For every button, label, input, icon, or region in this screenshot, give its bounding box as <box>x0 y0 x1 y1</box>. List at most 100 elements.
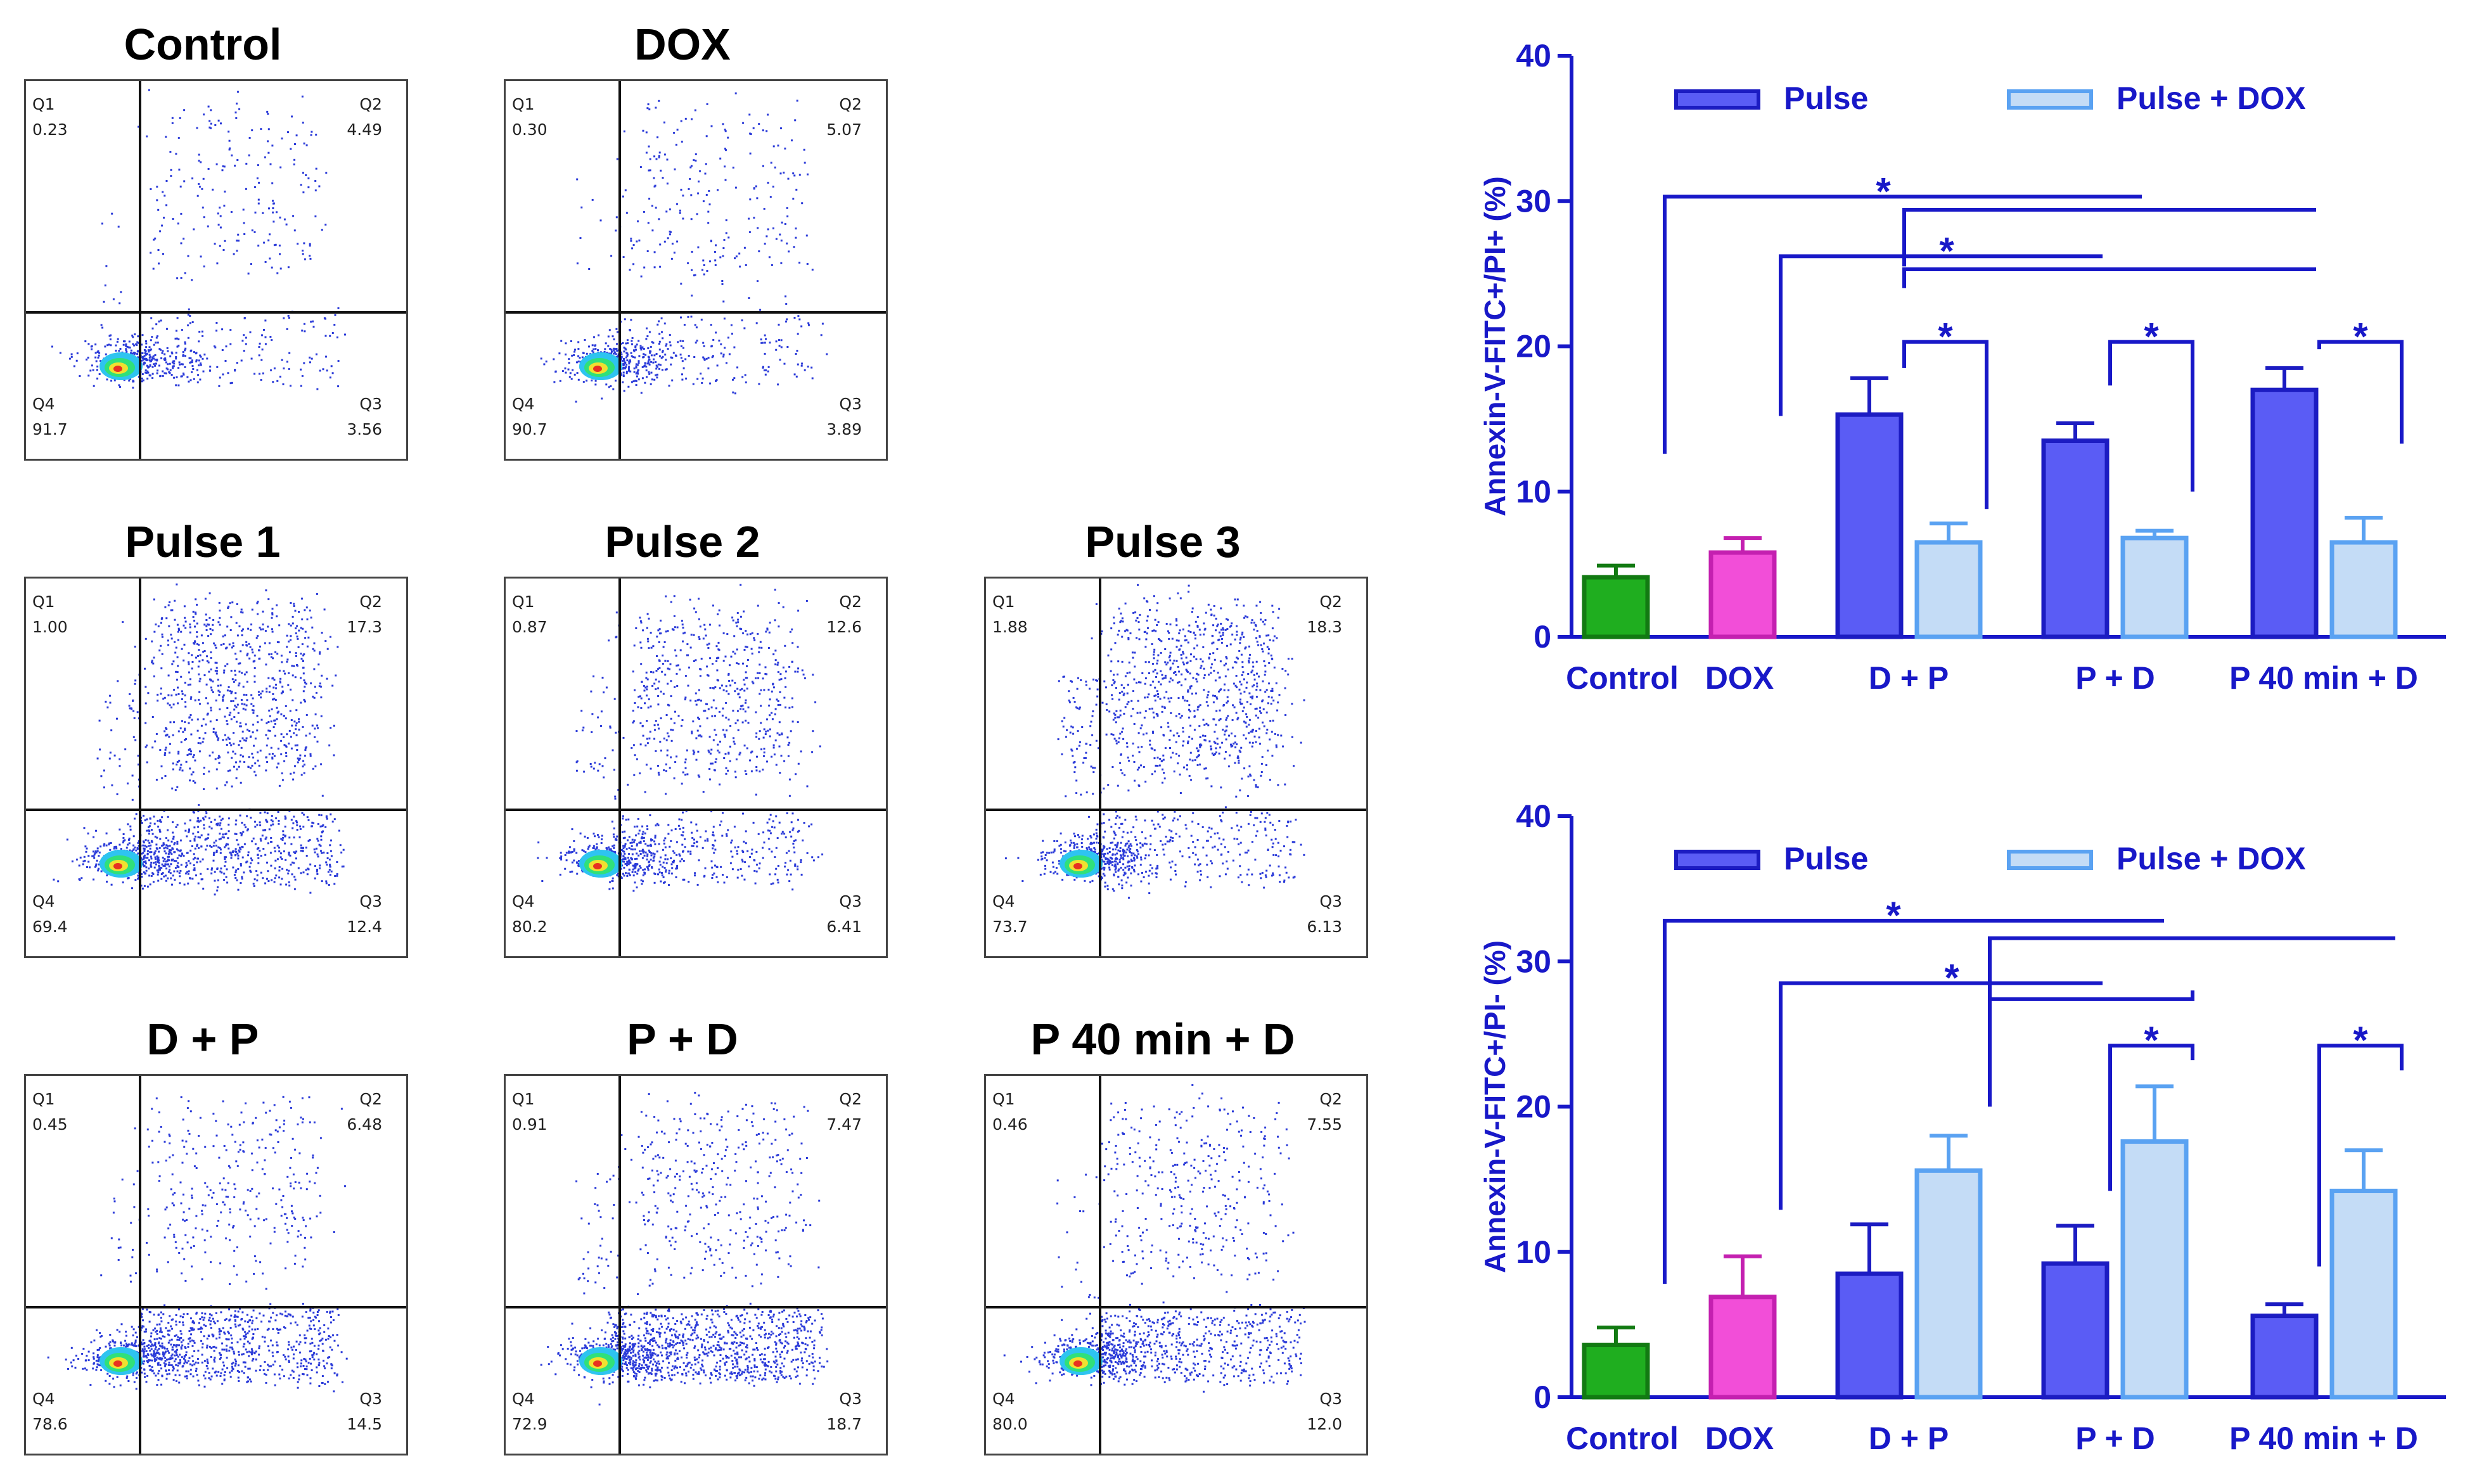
event-dot <box>160 667 163 670</box>
event-dot <box>217 679 219 681</box>
event-dot <box>1250 774 1252 777</box>
event-dot <box>240 746 243 749</box>
event-dot <box>180 212 183 215</box>
event-dot <box>246 699 248 701</box>
event-dot <box>194 857 196 859</box>
event-dot <box>675 867 677 870</box>
event-dot <box>615 380 617 382</box>
event-dot <box>631 841 634 844</box>
event-dot <box>268 709 271 712</box>
event-dot <box>767 228 769 231</box>
event-dot <box>1175 624 1178 627</box>
event-dot <box>328 859 331 860</box>
event-dot <box>662 351 663 354</box>
event-dot <box>160 693 162 695</box>
event-dot <box>183 659 185 662</box>
event-dot <box>320 838 323 841</box>
dot-cloud <box>53 583 345 896</box>
event-dot <box>243 317 246 319</box>
event-dot <box>227 131 230 133</box>
event-dot <box>161 224 163 227</box>
event-dot <box>314 727 316 730</box>
event-dot <box>632 744 635 746</box>
event-dot <box>251 608 253 611</box>
event-dot <box>162 350 164 352</box>
event-dot <box>679 212 681 214</box>
event-dot <box>169 355 172 357</box>
event-dot <box>106 706 109 708</box>
event-dot <box>272 823 274 826</box>
event-dot <box>303 698 305 701</box>
event-dot <box>658 727 660 730</box>
event-dot <box>290 148 292 150</box>
event-dot <box>276 211 278 214</box>
event-dot <box>283 317 285 319</box>
event-dot <box>307 840 310 842</box>
event-dot <box>288 352 291 354</box>
event-dot <box>1208 674 1210 676</box>
event-dot <box>281 690 284 693</box>
event-dot <box>181 693 184 695</box>
event-dot <box>219 756 221 758</box>
event-dot <box>267 729 270 732</box>
event-dot <box>274 699 277 701</box>
event-dot <box>729 725 732 727</box>
event-dot <box>750 133 752 136</box>
event-dot <box>653 738 656 740</box>
event-dot <box>758 383 760 385</box>
event-dot <box>1284 687 1286 689</box>
event-dot <box>683 324 686 326</box>
event-dot <box>628 853 631 855</box>
event-dot <box>608 386 610 388</box>
event-dot <box>726 362 727 364</box>
event-dot <box>709 624 711 626</box>
event-dot <box>791 139 793 142</box>
event-dot <box>273 698 276 700</box>
event-dot <box>304 749 307 752</box>
event-dot <box>1153 657 1155 660</box>
event-dot <box>206 713 208 716</box>
event-dot <box>768 848 771 850</box>
event-dot <box>233 708 236 711</box>
event-dot <box>176 656 179 658</box>
event-dot <box>775 815 778 817</box>
event-dot <box>224 190 226 193</box>
event-dot <box>133 344 136 347</box>
event-dot <box>632 355 634 358</box>
event-dot <box>634 689 636 691</box>
event-dot <box>727 136 729 139</box>
event-dot <box>297 867 300 869</box>
event-dot <box>714 729 716 731</box>
event-dot <box>195 352 198 354</box>
event-dot <box>253 675 256 677</box>
panel-title: Control <box>124 20 282 69</box>
event-dot <box>669 231 671 233</box>
event-dot <box>693 751 696 753</box>
event-dot <box>674 686 676 688</box>
event-dot <box>628 836 631 838</box>
event-dot <box>1159 758 1162 760</box>
event-dot <box>1239 642 1241 644</box>
event-dot <box>741 874 743 877</box>
event-dot <box>151 660 153 662</box>
event-dot <box>670 695 672 698</box>
event-dot <box>665 210 668 213</box>
event-dot <box>720 820 722 822</box>
event-dot <box>320 696 323 699</box>
event-dot <box>1248 741 1251 744</box>
event-dot <box>264 642 266 644</box>
event-dot <box>281 661 283 663</box>
event-dot <box>767 838 770 840</box>
event-dot <box>210 868 213 871</box>
event-dot <box>690 634 693 636</box>
event-dot <box>319 867 321 869</box>
event-dot <box>124 340 126 343</box>
event-dot <box>290 639 291 641</box>
event-dot <box>648 363 651 366</box>
event-dot <box>120 291 122 293</box>
event-dot <box>712 834 714 836</box>
event-dot <box>1173 672 1175 674</box>
event-dot <box>757 280 759 283</box>
event-dot <box>635 834 637 836</box>
event-dot <box>634 380 637 382</box>
